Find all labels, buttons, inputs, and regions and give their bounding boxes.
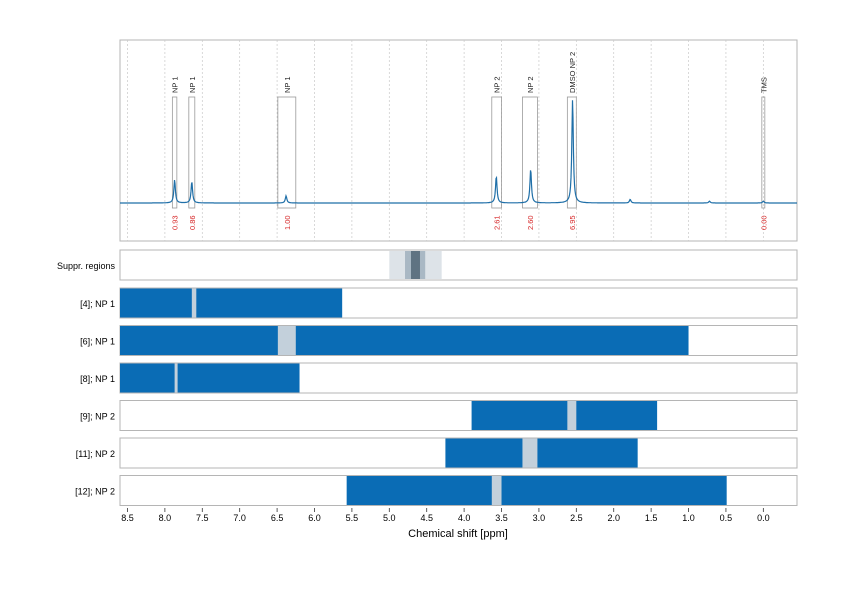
x-tick-label: 5.0	[383, 513, 396, 523]
suppressed-band	[410, 251, 420, 279]
region-label: NP 2	[526, 76, 535, 93]
track-label: [6]; NP 1	[80, 337, 115, 347]
x-axis: 8.5 8.0 7.5 7.0 6.5 6.0 5.5 5.0 4.5 4.0 3.5 3.0 2.5 2…	[121, 508, 770, 523]
integration-box	[188, 96, 196, 209]
x-tick-label: 6.0	[308, 513, 321, 523]
region-label: NP 1	[171, 76, 180, 93]
integral-value: 0.86	[188, 215, 197, 230]
x-tick-label: 3.0	[533, 513, 546, 523]
integration-box	[522, 96, 538, 209]
track-frame	[119, 400, 798, 431]
integration-box	[566, 96, 577, 209]
integration-box	[277, 96, 297, 209]
x-tick-label: 8.0	[159, 513, 172, 523]
track-label: [11]; NP 2	[76, 449, 115, 459]
track-gap	[191, 288, 197, 318]
spectrum-panel: NP 1 0.93 NP 1 0.86 NP 1 1.00 NP 2 2.61 NP 2 2.60…	[119, 39, 798, 242]
track-bar	[445, 438, 638, 468]
track-bar	[471, 401, 658, 430]
track-label: [9]; NP 2	[80, 412, 115, 422]
x-tick-label: 5.5	[346, 513, 359, 523]
suppressed-regions-panel: Suppr. regions	[57, 249, 798, 281]
track-bar	[120, 326, 689, 355]
region-label: DMSO NP 2	[568, 52, 577, 93]
track-gap	[522, 438, 538, 468]
region-label: NP 1	[188, 76, 197, 93]
track-label: [8]; NP 1	[80, 374, 115, 384]
integration-box	[171, 96, 178, 209]
track-gap	[567, 401, 577, 430]
x-tick-label: 4.0	[458, 513, 471, 523]
x-tick-label: 2.5	[570, 513, 583, 523]
x-tick-label: 4.5	[420, 513, 433, 523]
track-gap	[277, 326, 296, 355]
region-tracks-panel: [4]; NP 1 [6]; NP 1 [8]; NP 1 [9]; NP 2 [11]…	[75, 287, 798, 506]
integration-box	[491, 96, 502, 209]
region-label: NP 1	[283, 76, 292, 93]
suppr-frame	[119, 249, 798, 281]
track-gap	[174, 363, 178, 393]
track-gap	[491, 476, 502, 505]
integral-value: 2.60	[526, 215, 535, 230]
x-tick-label: 7.5	[196, 513, 209, 523]
integral-value: 6.95	[568, 215, 577, 230]
track-bar	[120, 363, 300, 393]
integration-box	[761, 96, 766, 209]
track-label: [12]; NP 2	[75, 487, 115, 497]
x-tick-label: 1.0	[682, 513, 695, 523]
region-label: TMS	[759, 77, 768, 93]
integral-value: 2.61	[493, 215, 502, 230]
x-tick-label: 2.0	[607, 513, 620, 523]
spectrum-trace	[120, 100, 797, 204]
integral-value: 1.00	[283, 215, 292, 230]
x-axis-label: Chemical shift [ppm]	[408, 528, 508, 540]
x-tick-label: 0.0	[757, 513, 770, 523]
x-tick-label: 0.5	[720, 513, 733, 523]
suppr-label: Suppr. regions	[57, 261, 116, 271]
spectrum-frame	[119, 39, 798, 242]
x-tick-label: 7.0	[233, 513, 246, 523]
x-tick-label: 1.5	[645, 513, 658, 523]
integral-value: 0.93	[171, 215, 180, 230]
track-bar	[120, 288, 343, 318]
track-bar	[346, 476, 727, 505]
x-tick-label: 6.5	[271, 513, 284, 523]
integral-value: 0.00	[759, 215, 768, 230]
region-label: NP 2	[493, 76, 502, 93]
x-tick-label: 8.5	[121, 513, 134, 523]
track-label: [4]; NP 1	[80, 299, 115, 309]
x-tick-label: 3.5	[495, 513, 508, 523]
